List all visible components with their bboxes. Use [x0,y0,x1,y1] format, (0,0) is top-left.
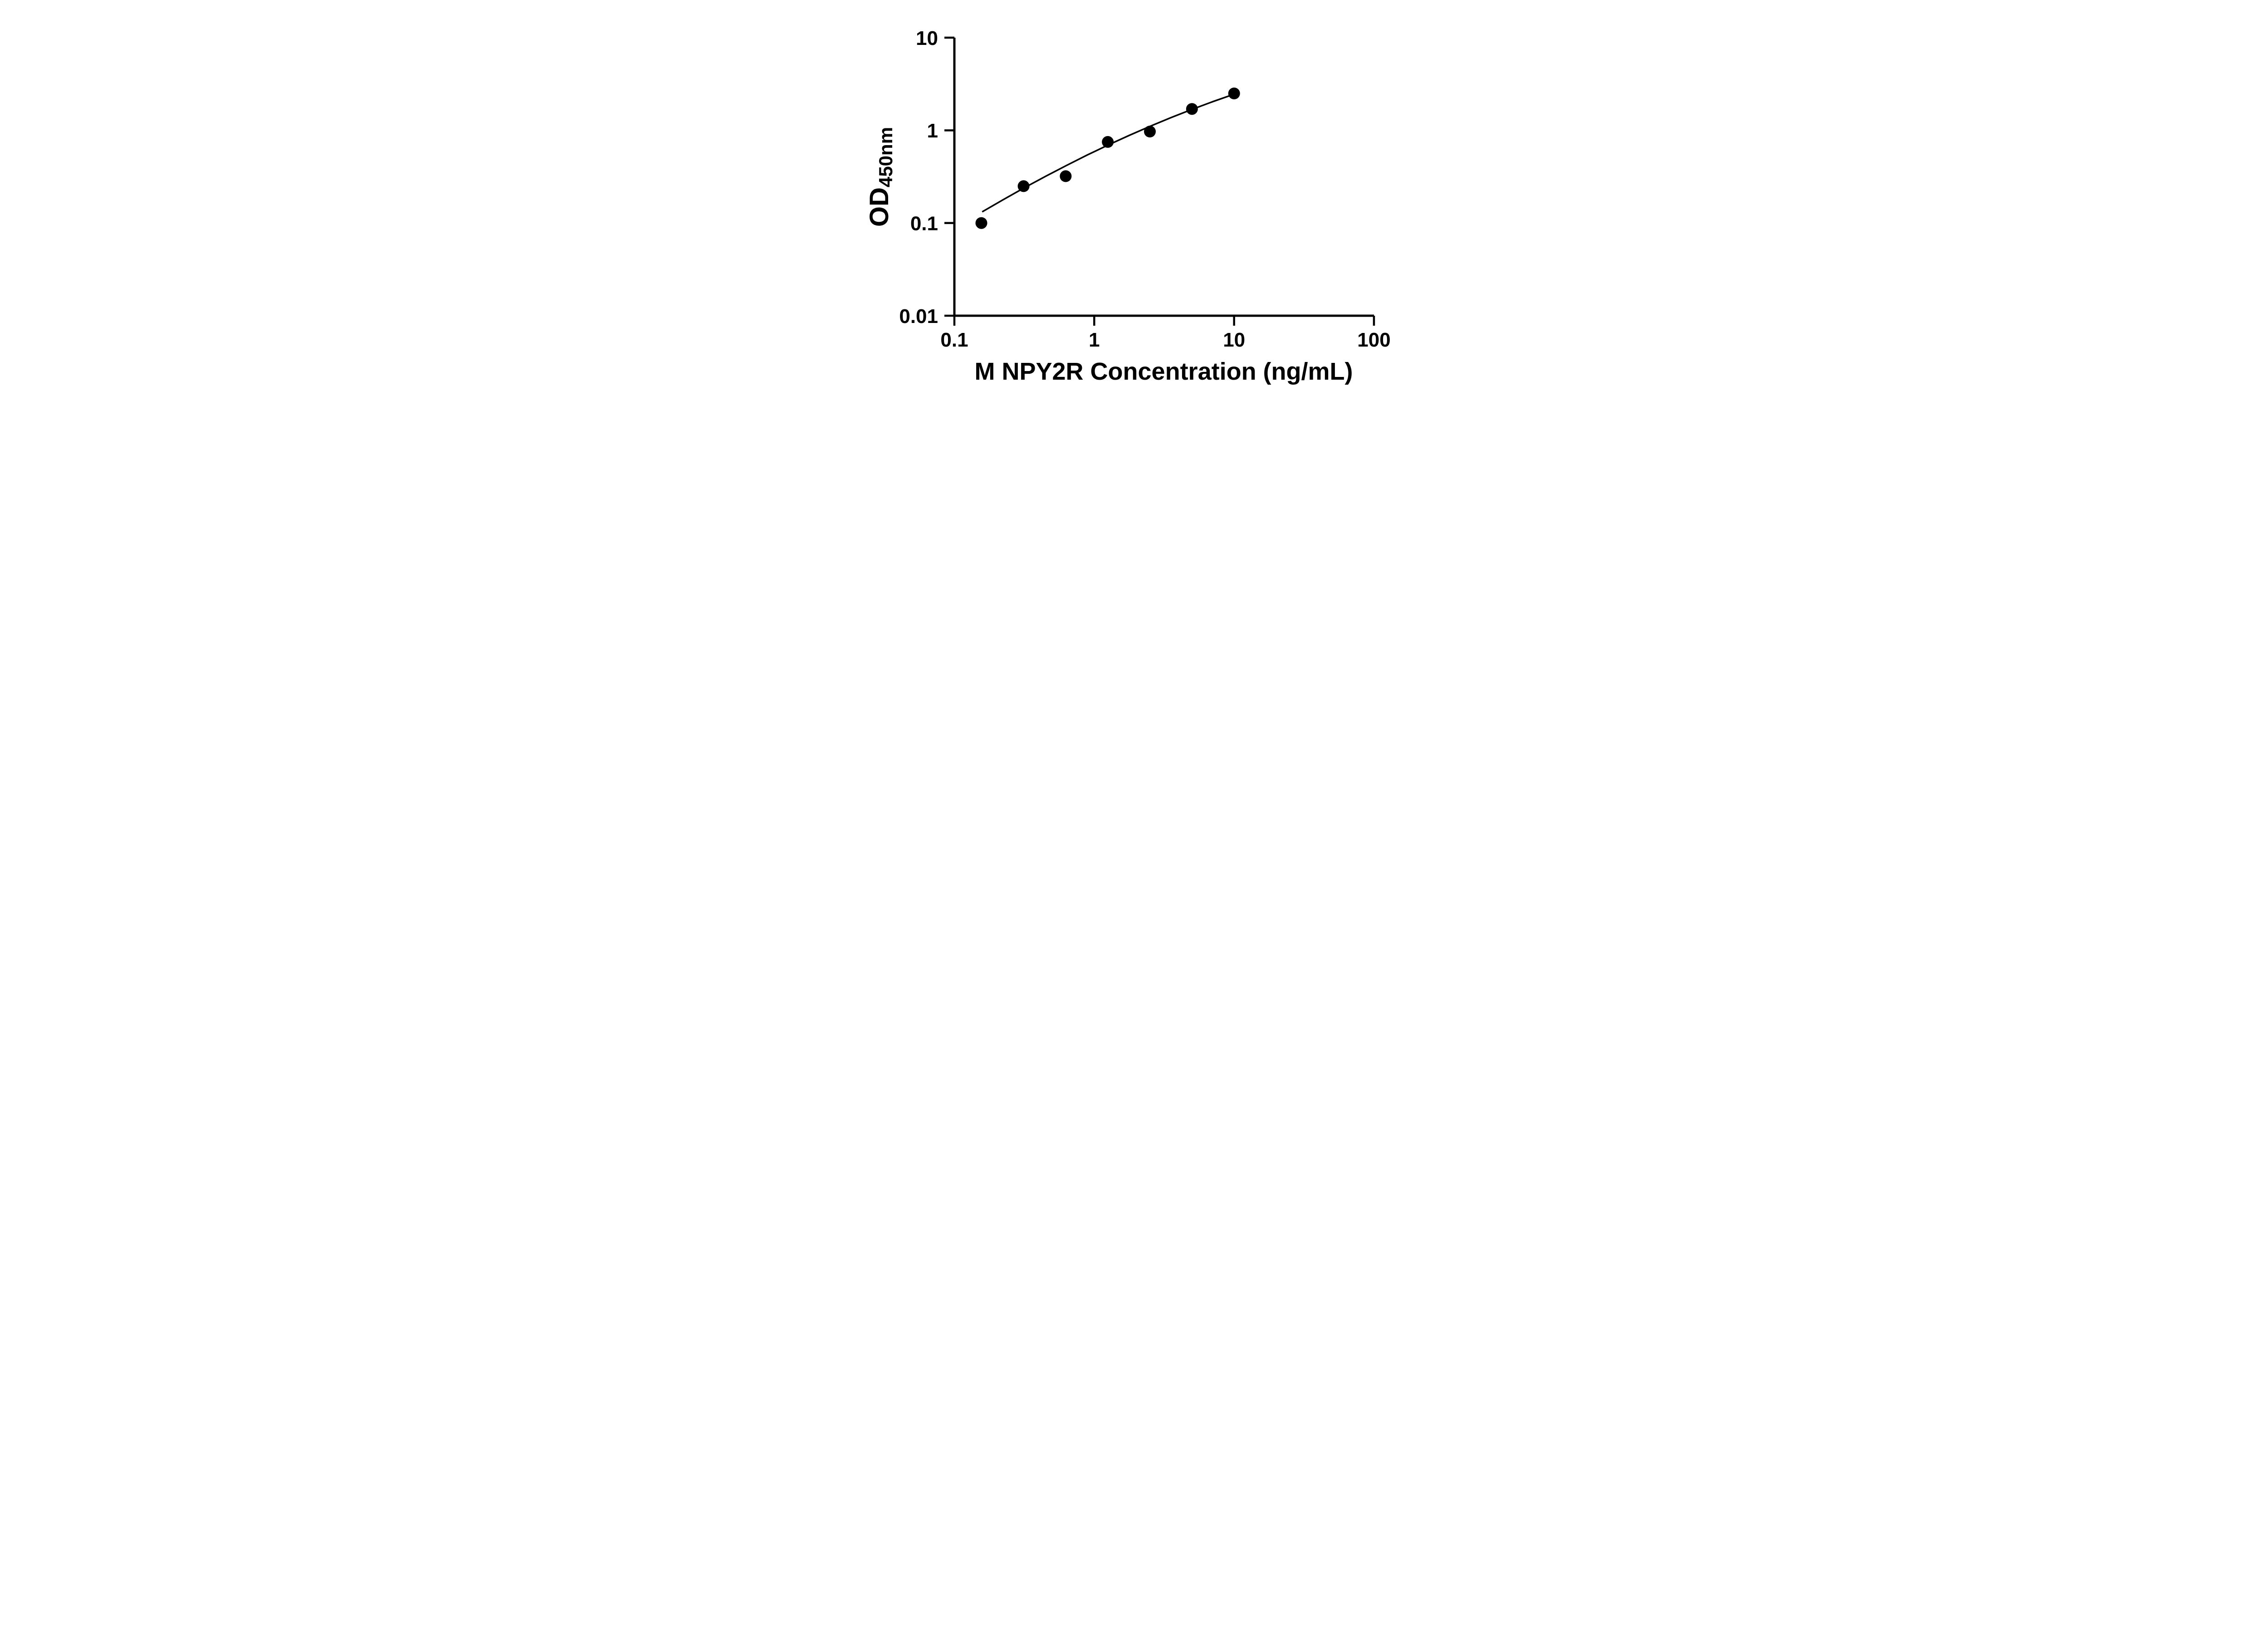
data-point [1017,180,1030,192]
y-axis-title: OD450nm [864,127,896,227]
data-point [1228,88,1240,99]
x-axis-title: M NPY2R Concentration (ng/mL) [974,358,1353,385]
y-axis-title-main: OD [864,187,894,227]
y-axis-title-subscript: 450nm [875,127,896,188]
elisa-standard-curve-chart: 0.1 1 10 100 0.01 0.1 1 10 OD450nm M NPY2R Conc… [842,0,1426,408]
data-point [1059,170,1071,182]
x-tick-label: 1 [1089,329,1100,351]
x-tick-label: 0.1 [940,329,968,351]
x-tick-label: 100 [1357,329,1390,351]
y-tick-label: 10 [916,27,938,49]
y-tick-label: 0.01 [899,305,938,328]
data-point [975,217,987,229]
data-point [1101,136,1114,148]
y-tick-label: 1 [927,120,938,142]
x-tick-label: 10 [1223,329,1245,351]
data-point [1186,103,1198,115]
y-tick-label: 0.1 [910,213,938,235]
data-point [1144,126,1156,137]
axes-line [953,38,1374,317]
